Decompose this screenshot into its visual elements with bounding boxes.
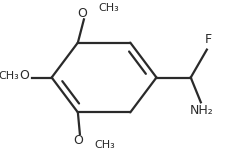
Text: O: O — [77, 7, 87, 20]
Text: O: O — [20, 69, 29, 82]
Text: CH₃: CH₃ — [0, 71, 19, 81]
Text: CH₃: CH₃ — [98, 4, 119, 13]
Text: F: F — [204, 33, 212, 46]
Text: CH₃: CH₃ — [94, 140, 115, 150]
Text: O: O — [73, 134, 83, 147]
Text: NH₂: NH₂ — [190, 104, 214, 117]
